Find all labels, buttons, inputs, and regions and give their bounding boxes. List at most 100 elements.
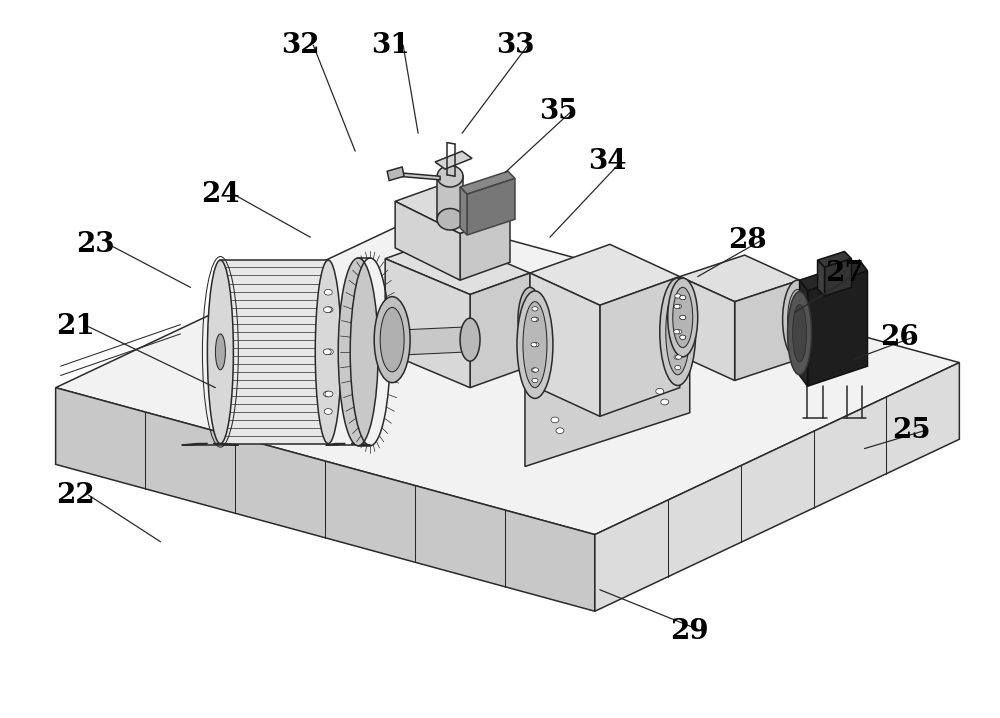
Circle shape [676, 330, 682, 334]
Ellipse shape [788, 292, 812, 375]
Text: 24: 24 [201, 181, 240, 208]
Ellipse shape [380, 307, 404, 372]
Circle shape [661, 399, 669, 405]
Text: 35: 35 [539, 98, 577, 125]
Polygon shape [460, 215, 510, 280]
Text: 26: 26 [880, 324, 919, 351]
Polygon shape [825, 258, 852, 296]
Polygon shape [56, 215, 959, 535]
Circle shape [531, 317, 537, 322]
Circle shape [675, 365, 681, 370]
Circle shape [680, 335, 686, 340]
Circle shape [324, 409, 332, 414]
Text: 27: 27 [825, 259, 864, 286]
Text: 28: 28 [728, 228, 767, 254]
Ellipse shape [207, 260, 233, 444]
Polygon shape [680, 276, 735, 381]
Ellipse shape [315, 260, 341, 444]
Polygon shape [460, 172, 515, 194]
Ellipse shape [668, 278, 698, 357]
Ellipse shape [660, 278, 696, 386]
Circle shape [324, 289, 332, 295]
Polygon shape [387, 167, 404, 180]
Ellipse shape [523, 302, 547, 388]
Polygon shape [808, 271, 867, 386]
Circle shape [533, 317, 539, 322]
Circle shape [680, 315, 686, 320]
Circle shape [325, 307, 333, 312]
Ellipse shape [437, 208, 463, 230]
Ellipse shape [437, 166, 463, 187]
Circle shape [324, 307, 332, 312]
Polygon shape [460, 187, 467, 235]
Polygon shape [220, 260, 328, 444]
Polygon shape [385, 237, 530, 294]
Text: 22: 22 [56, 482, 95, 508]
Polygon shape [182, 444, 207, 445]
Polygon shape [435, 151, 472, 169]
Polygon shape [437, 176, 463, 219]
Circle shape [674, 355, 680, 359]
Polygon shape [398, 173, 440, 180]
Polygon shape [213, 444, 238, 445]
Circle shape [533, 368, 539, 372]
Ellipse shape [338, 258, 378, 446]
Polygon shape [800, 260, 867, 291]
Circle shape [675, 304, 681, 309]
Ellipse shape [673, 287, 693, 348]
Polygon shape [595, 363, 959, 611]
Polygon shape [530, 273, 600, 416]
Circle shape [680, 335, 686, 340]
Ellipse shape [793, 304, 807, 362]
Polygon shape [800, 280, 808, 386]
Ellipse shape [783, 280, 813, 359]
Circle shape [675, 355, 681, 359]
Circle shape [531, 342, 537, 347]
Ellipse shape [518, 287, 542, 352]
Polygon shape [600, 276, 680, 416]
Polygon shape [326, 444, 345, 445]
Text: 25: 25 [892, 417, 931, 444]
Circle shape [680, 315, 686, 320]
Circle shape [551, 417, 559, 423]
Polygon shape [467, 178, 515, 235]
Text: 23: 23 [76, 231, 115, 258]
Circle shape [531, 368, 537, 372]
Circle shape [680, 295, 686, 299]
Text: 31: 31 [371, 32, 409, 59]
Polygon shape [530, 244, 680, 305]
Text: 33: 33 [496, 32, 534, 59]
Circle shape [532, 378, 538, 383]
Ellipse shape [517, 291, 553, 398]
Polygon shape [351, 444, 370, 445]
Circle shape [675, 294, 681, 298]
Polygon shape [818, 251, 852, 267]
Ellipse shape [788, 289, 808, 350]
Circle shape [656, 388, 664, 394]
Ellipse shape [666, 289, 690, 375]
Polygon shape [395, 201, 460, 280]
Polygon shape [395, 183, 510, 233]
Circle shape [532, 307, 538, 311]
Polygon shape [470, 273, 530, 388]
Circle shape [674, 304, 680, 309]
Polygon shape [818, 260, 825, 296]
Circle shape [674, 330, 680, 334]
Text: 34: 34 [589, 149, 627, 175]
Polygon shape [525, 330, 690, 467]
Circle shape [533, 342, 539, 347]
Text: 32: 32 [281, 32, 320, 59]
Polygon shape [56, 388, 595, 611]
Ellipse shape [374, 297, 410, 383]
Circle shape [324, 391, 332, 397]
Circle shape [680, 295, 686, 299]
Text: 21: 21 [56, 313, 95, 340]
Polygon shape [680, 255, 800, 302]
Polygon shape [392, 327, 470, 355]
Circle shape [323, 349, 331, 355]
Circle shape [556, 428, 564, 434]
Circle shape [325, 391, 333, 397]
Polygon shape [735, 280, 800, 381]
Ellipse shape [215, 334, 225, 370]
Ellipse shape [460, 318, 480, 361]
